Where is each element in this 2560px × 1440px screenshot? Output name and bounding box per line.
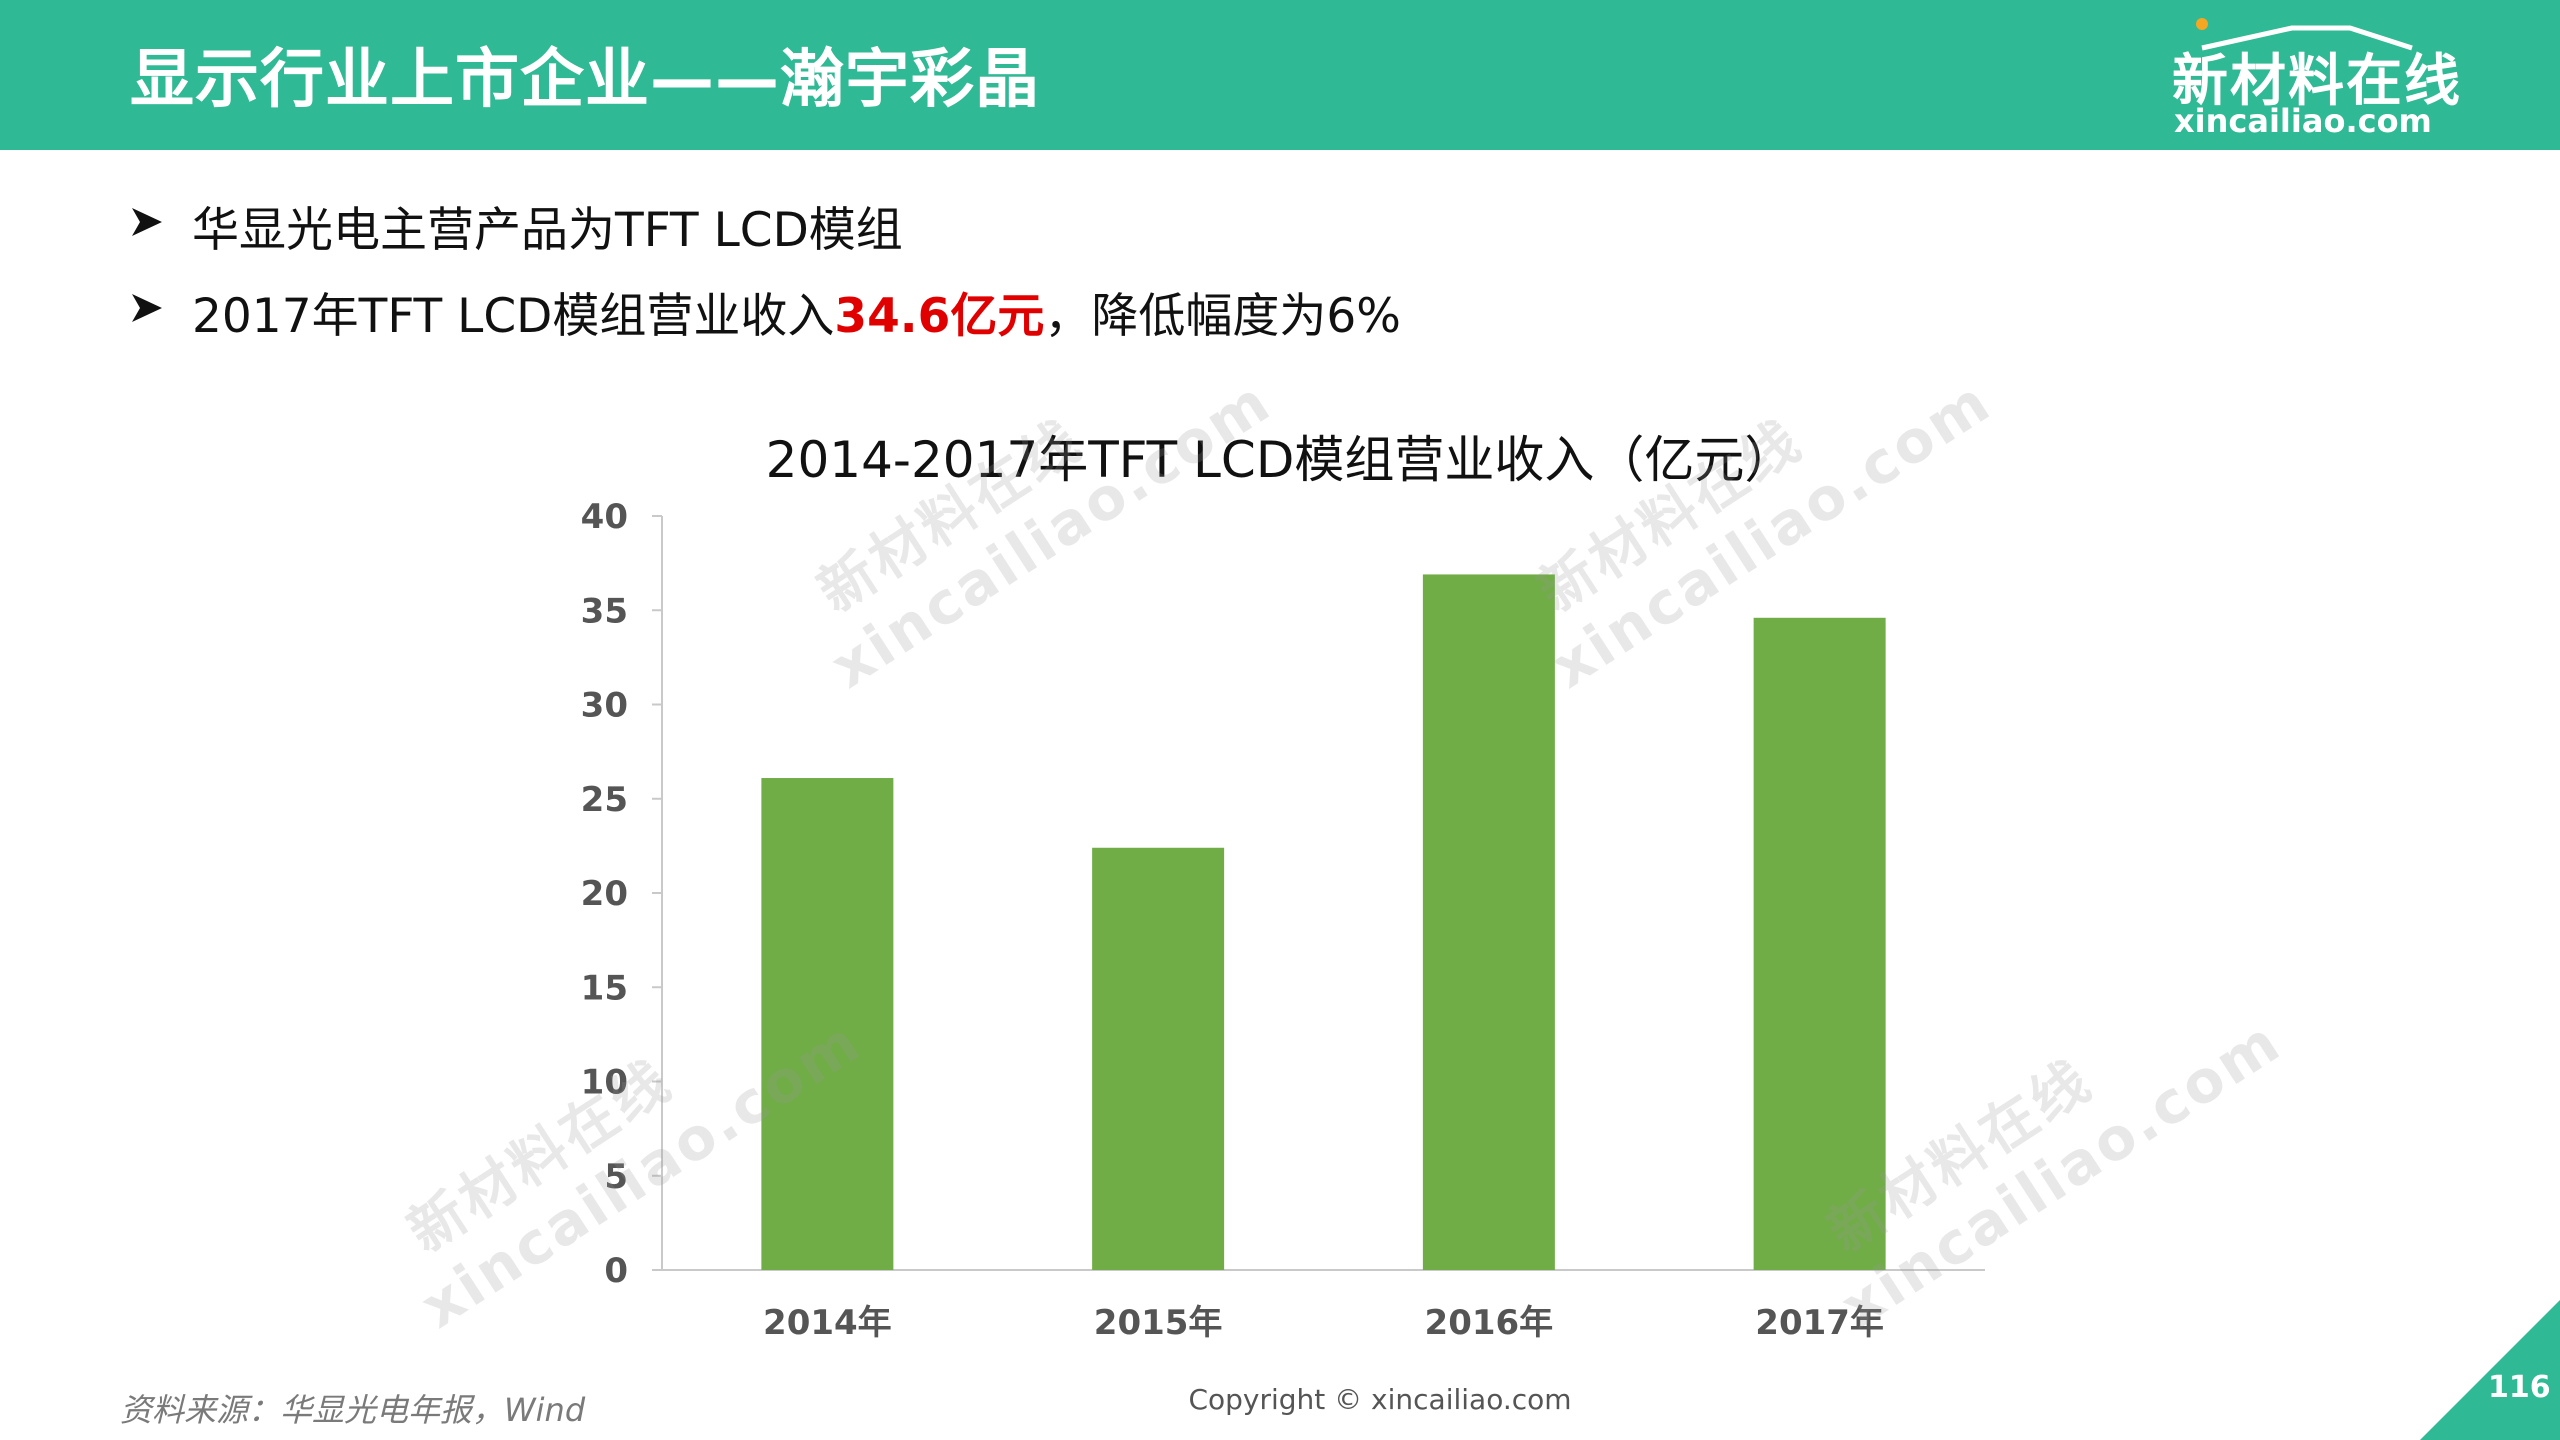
y-tick-label: 5	[604, 1157, 628, 1197]
logo-text-en: xincailiao.com	[2174, 102, 2432, 140]
chart-title: 2014-2017年TFT LCD模组营业收入（亿元）	[765, 431, 1795, 489]
y-tick-label: 40	[581, 497, 628, 537]
page-corner-decoration	[2420, 1300, 2560, 1440]
y-tick-label: 35	[581, 591, 628, 631]
y-tick-label: 10	[581, 1063, 628, 1103]
y-tick-label: 15	[581, 968, 628, 1008]
bar	[761, 778, 894, 1270]
arrow-bullet-icon	[132, 208, 162, 236]
source-note: 资料来源：华显光电年报，Wind	[120, 1391, 586, 1429]
bar	[1422, 574, 1555, 1270]
logo-roof-icon	[2196, 18, 2413, 51]
page-title: 显示行业上市企业——瀚宇彩晶	[130, 43, 1040, 117]
y-tick-label: 30	[581, 686, 628, 726]
header-bar: 显示行业上市企业——瀚宇彩晶 新材料在线 xincailiao.com	[0, 0, 2560, 150]
bullet-text: 2017年TFT LCD模组营业收入34.6亿元，降低幅度为6%	[192, 277, 1401, 346]
bar	[1753, 617, 1886, 1270]
page-number: 116	[2488, 1370, 2551, 1405]
highlight-value: 34.6亿元	[834, 289, 1045, 344]
y-tick-label: 25	[581, 780, 628, 820]
x-tick-label: 2015年	[1094, 1303, 1223, 1343]
y-tick-label: 20	[581, 874, 628, 914]
brand-logo: 新材料在线 xincailiao.com	[2172, 14, 2472, 140]
x-tick-label: 2014年	[763, 1303, 892, 1343]
bullet-text-suffix: ，降低幅度为6%	[1044, 289, 1401, 344]
bullet-text: 华显光电主营产品为TFT LCD模组	[192, 203, 903, 258]
arrow-bullet-icon	[132, 294, 162, 322]
copyright-text: Copyright © xincailiao.com	[1188, 1383, 1572, 1416]
x-tick-label: 2016年	[1425, 1303, 1554, 1343]
y-tick-label: 0	[604, 1251, 628, 1291]
bar	[1092, 847, 1225, 1270]
logo-text-cn: 新材料在线	[2172, 49, 2462, 114]
x-tick-label: 2017年	[1755, 1303, 1884, 1343]
bullet-text-prefix: 2017年TFT LCD模组营业收入	[192, 289, 835, 344]
